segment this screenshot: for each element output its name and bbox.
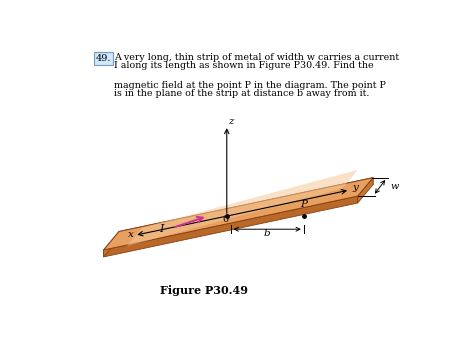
Text: y: y [352, 183, 358, 192]
Text: x: x [128, 230, 134, 239]
Text: I along its length as shown in Figure P30.49. Find the: I along its length as shown in Figure P3… [113, 62, 373, 70]
Polygon shape [104, 178, 373, 250]
Text: 49.: 49. [96, 54, 111, 64]
Text: z: z [228, 117, 234, 126]
Polygon shape [127, 170, 358, 246]
Polygon shape [104, 232, 119, 257]
Text: w: w [390, 183, 398, 191]
Polygon shape [104, 196, 358, 257]
Polygon shape [119, 178, 373, 238]
Text: magnetic field at the point P in the diagram. The point P: magnetic field at the point P in the dia… [113, 80, 386, 90]
Text: Figure P30.49: Figure P30.49 [160, 285, 248, 296]
Text: P: P [300, 200, 307, 209]
Text: A very long, thin strip of metal of width w carries a current: A very long, thin strip of metal of widt… [113, 53, 399, 62]
Text: 0: 0 [222, 215, 228, 223]
Text: is in the plane of the strip at distance b away from it.: is in the plane of the strip at distance… [113, 89, 369, 98]
Polygon shape [358, 178, 373, 203]
Text: b: b [264, 229, 270, 238]
Text: I: I [159, 223, 163, 234]
